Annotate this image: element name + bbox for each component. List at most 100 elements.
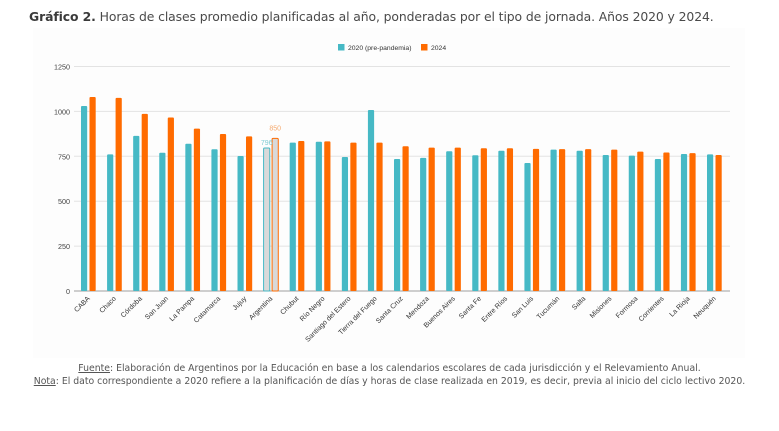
bar-2020 [628, 155, 635, 291]
x-tick-label: Argentina [248, 295, 274, 321]
bar-2024 [115, 97, 122, 292]
legend-label: 2020 (pre-pandemia) [348, 45, 411, 52]
x-tick-label: Santiago del Estero [304, 295, 352, 343]
x-tick-label: Santa Cruz [375, 295, 405, 325]
source-text: : Elaboración de Argentinos por la Educa… [110, 363, 701, 374]
x-tick-label: La Pampa [169, 295, 197, 323]
bar-2020 [159, 152, 166, 291]
x-tick-label: Neuquén [693, 295, 718, 320]
x-tick-label: San Luis [511, 295, 536, 320]
data-label: 796 [261, 140, 273, 147]
bar-2020 [472, 155, 479, 291]
bar-2020 [420, 157, 427, 291]
bar-2024 [324, 141, 331, 291]
bar-2020 [524, 162, 531, 291]
bar-2020 [446, 151, 453, 291]
bar-2020 [393, 158, 401, 291]
y-tick-label: 500 [58, 197, 70, 206]
x-tick-label: Tucumán [536, 295, 561, 320]
bar-2024 [480, 148, 487, 291]
bar-2024 [402, 146, 409, 291]
grid-lines [74, 66, 730, 292]
bar-2024 [637, 151, 644, 291]
x-tick-label: Córdoba [120, 295, 144, 319]
bar-2024 [558, 149, 566, 291]
chart-title-number: Gráfico 2. [29, 9, 96, 24]
bar-2020 [211, 149, 218, 291]
legend-item: 2020 (pre-pandemia) [338, 44, 411, 52]
bar-2024 [193, 128, 201, 291]
bar-2024 [376, 142, 383, 291]
x-tick-label: Santa Fe [458, 295, 483, 320]
y-tick-label: 0 [66, 287, 70, 296]
source-label: Fuente [78, 363, 111, 374]
bar-2020 [602, 155, 609, 291]
x-tick-label: Mendoza [406, 295, 431, 320]
bar-2020 [498, 150, 505, 291]
chart-panel [33, 28, 745, 358]
y-tick-label: 1250 [54, 63, 70, 72]
bar-2020 [237, 155, 244, 291]
bar-2024 [454, 147, 461, 291]
bar-2024 [506, 148, 514, 291]
bar-2024 [298, 141, 305, 291]
bar-2020 [654, 158, 662, 291]
bar-2020 [706, 154, 714, 291]
bar-2020 [680, 153, 688, 291]
x-tick-label: Chubut [280, 295, 301, 316]
x-tick-label: San Juan [144, 295, 170, 321]
bar-2020 [367, 109, 375, 292]
bar-2024 [219, 134, 227, 291]
bar-2024 [271, 137, 279, 292]
bar-2020 [576, 150, 583, 291]
bar-2024 [167, 117, 174, 291]
x-tick-label: CABA [73, 295, 92, 314]
x-tick-label: Jujuy [232, 295, 249, 312]
bar-2024 [532, 148, 540, 291]
source-line: Fuente: Elaboración de Argentinos por la… [0, 363, 779, 376]
bar-2024 [663, 152, 670, 291]
note-text: : El dato correspondiente a 2020 refiere… [55, 375, 746, 387]
x-tick-label: Río Negro [299, 295, 327, 323]
bar-2024 [585, 149, 592, 291]
bar-2020 [263, 147, 271, 292]
chart-title-text: Horas de clases promedio planificadas al… [95, 9, 714, 24]
legend-swatch [338, 44, 345, 51]
x-tick-label: Catamarca [193, 295, 222, 324]
x-tick-label: Corrientes [638, 295, 666, 323]
bar-2024 [715, 155, 722, 291]
bar-2024 [689, 153, 696, 291]
x-tick-label: Salta [571, 295, 587, 311]
bar-2020 [107, 154, 114, 291]
legend-label: 2024 [431, 45, 446, 52]
bars [80, 97, 722, 292]
legend-item: 2024 [421, 44, 446, 52]
bar-2020 [80, 106, 88, 292]
y-axis-ticks: 0 250 500 750 1000 1250 [54, 63, 70, 297]
bar-2024 [428, 147, 435, 291]
bar-2020 [315, 141, 322, 291]
x-tick-label: Entre Ríos [481, 295, 510, 324]
data-label: 850 [269, 125, 281, 132]
bar-2024 [141, 113, 148, 291]
x-tick-label: Formosa [615, 295, 640, 320]
chart-notes: Fuente: Elaboración de Argentinos por la… [0, 363, 779, 388]
note-line: Nota: El dato correspondiente a 2020 ref… [0, 376, 779, 389]
chart-title: Gráfico 2. Horas de clases promedio plan… [29, 9, 714, 24]
bar-2024 [89, 97, 96, 291]
y-tick-label: 750 [58, 152, 70, 161]
legend-swatch [421, 44, 428, 51]
bar-2020 [133, 135, 140, 291]
y-tick-label: 250 [58, 242, 70, 251]
x-tick-label: Misiones [589, 295, 614, 320]
bar-2020 [289, 142, 296, 291]
note-label: Nota [33, 375, 56, 387]
x-tick-label: La Rioja [669, 295, 692, 318]
data-labels: 796 850 [261, 125, 281, 147]
y-tick-label: 1000 [54, 107, 70, 116]
bar-2020 [185, 143, 192, 291]
bar-2024 [611, 149, 618, 291]
bar-2024 [350, 142, 357, 291]
